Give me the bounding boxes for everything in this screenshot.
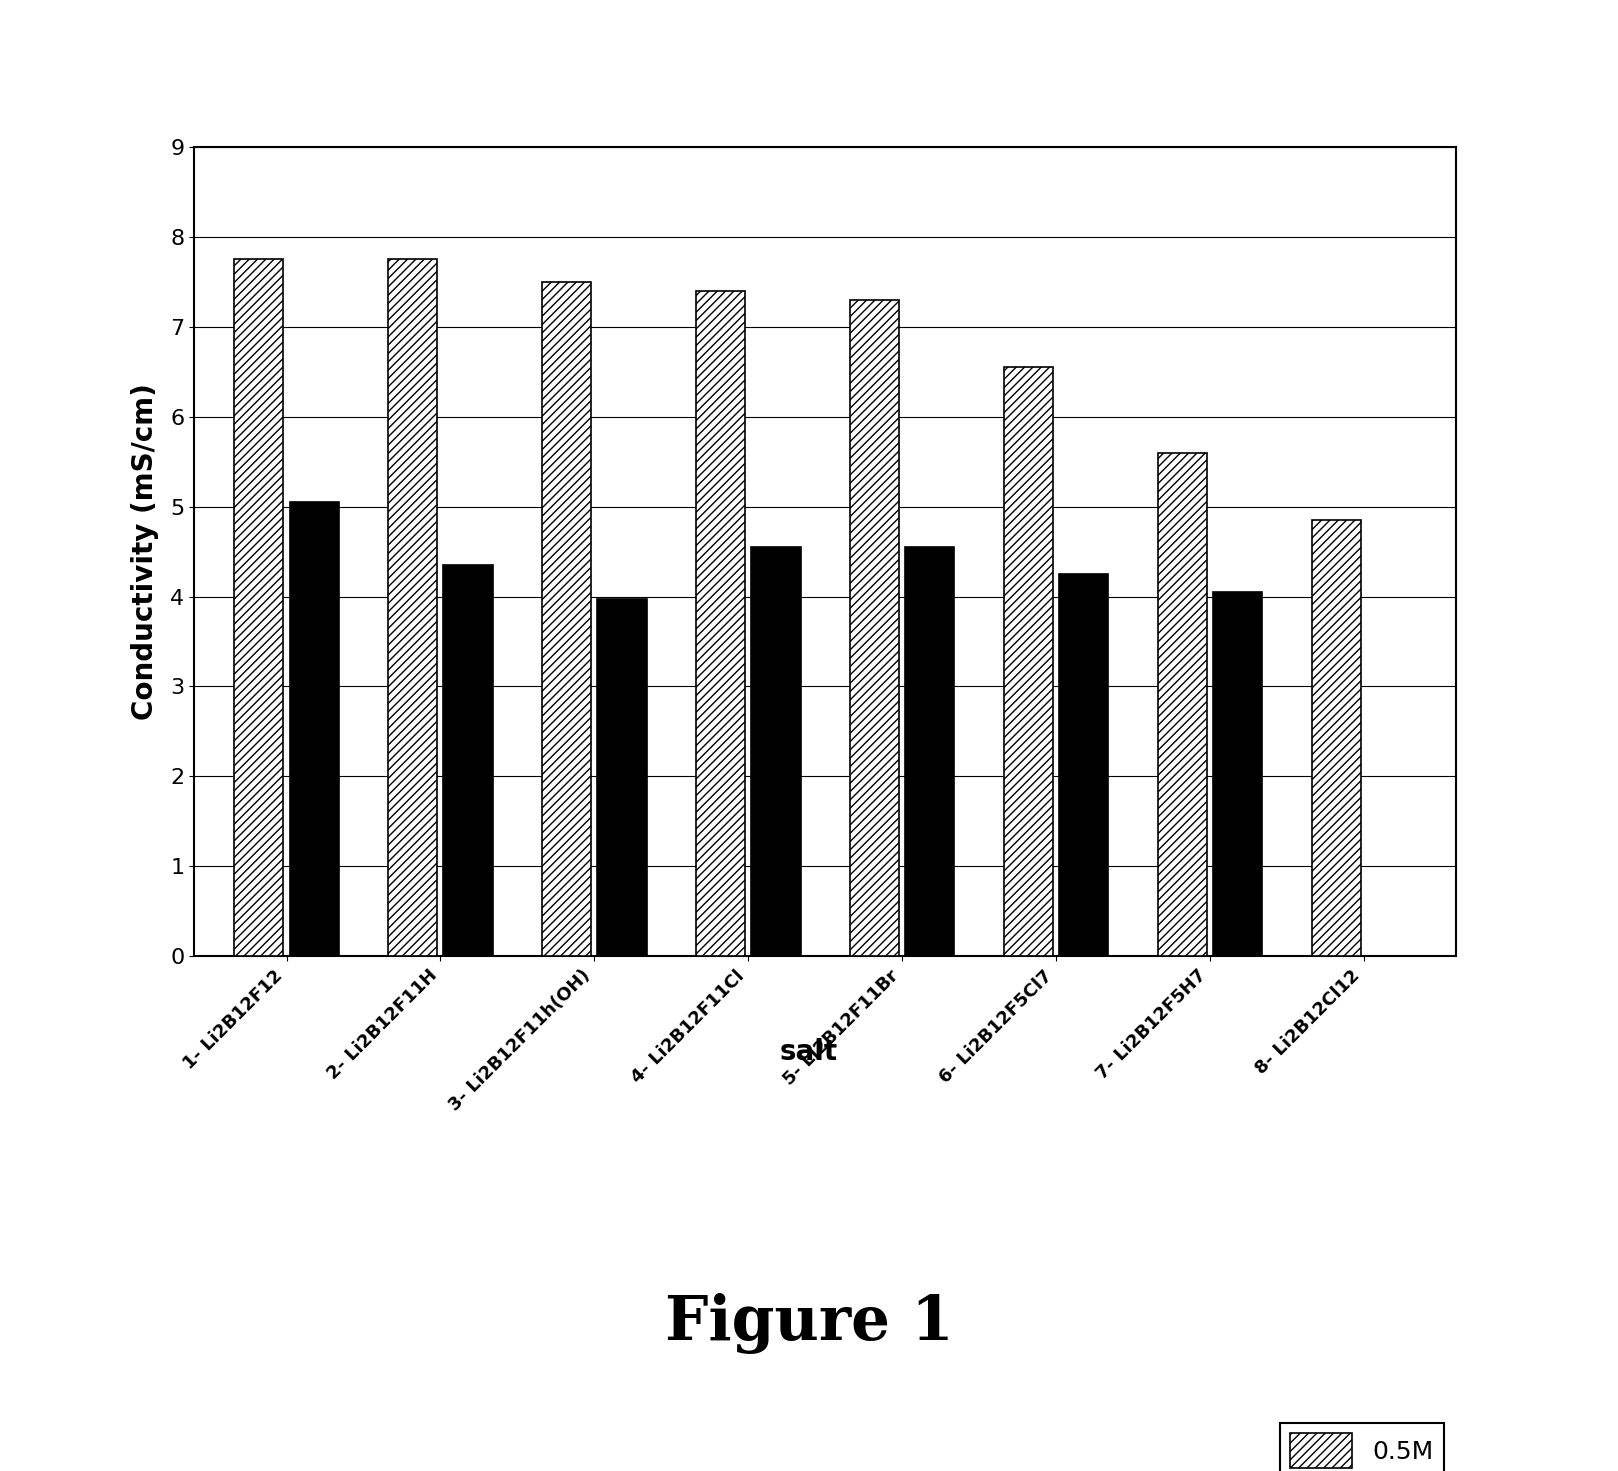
Bar bbox=[290, 502, 338, 956]
Bar bbox=[1060, 574, 1108, 956]
Bar bbox=[542, 282, 591, 956]
Bar bbox=[1214, 593, 1262, 956]
Bar bbox=[1157, 453, 1207, 956]
Bar bbox=[1312, 521, 1361, 956]
Bar bbox=[1003, 368, 1053, 956]
Text: Figure 1: Figure 1 bbox=[665, 1293, 953, 1355]
Bar bbox=[696, 291, 746, 956]
Bar bbox=[751, 547, 801, 956]
Bar bbox=[597, 599, 647, 956]
Bar bbox=[443, 565, 493, 956]
Text: salt: salt bbox=[780, 1037, 838, 1066]
Legend: 0.5M, 0.1M: 0.5M, 0.1M bbox=[1280, 1422, 1443, 1471]
Bar bbox=[904, 547, 955, 956]
Bar bbox=[235, 259, 283, 956]
Y-axis label: Conductivity (mS/cm): Conductivity (mS/cm) bbox=[131, 382, 159, 721]
Bar bbox=[388, 259, 437, 956]
Bar bbox=[849, 300, 900, 956]
